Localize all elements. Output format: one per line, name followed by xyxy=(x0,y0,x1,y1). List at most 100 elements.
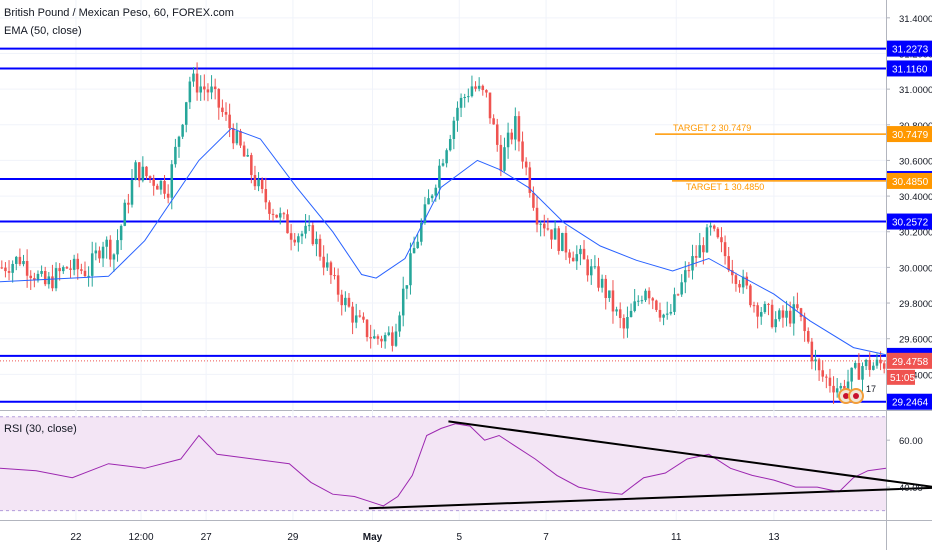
candle[interactable] xyxy=(441,158,445,167)
rsi-trendline[interactable] xyxy=(448,420,932,489)
candle[interactable] xyxy=(278,207,282,225)
candle[interactable] xyxy=(235,122,239,146)
candle[interactable] xyxy=(637,295,640,307)
candle[interactable] xyxy=(22,254,25,267)
candle[interactable] xyxy=(535,195,539,233)
candle[interactable] xyxy=(304,214,307,239)
candle[interactable] xyxy=(604,274,608,310)
candle[interactable] xyxy=(0,260,4,270)
candle[interactable] xyxy=(163,174,166,199)
candle[interactable] xyxy=(127,193,130,214)
candle[interactable] xyxy=(470,75,474,98)
candle[interactable] xyxy=(7,260,11,281)
candle[interactable] xyxy=(828,368,832,393)
candle[interactable] xyxy=(445,148,448,168)
candle[interactable] xyxy=(514,107,517,151)
candle[interactable] xyxy=(199,75,202,101)
candle[interactable] xyxy=(65,265,69,270)
candle[interactable] xyxy=(655,299,658,312)
candle[interactable] xyxy=(503,137,506,172)
candle[interactable] xyxy=(705,224,709,253)
candle[interactable] xyxy=(727,246,730,273)
candle[interactable] xyxy=(662,313,665,326)
candle[interactable] xyxy=(510,128,513,145)
candle[interactable] xyxy=(622,314,626,339)
candle[interactable] xyxy=(134,160,137,181)
candle[interactable] xyxy=(336,268,340,302)
candle[interactable] xyxy=(322,245,325,276)
candle[interactable] xyxy=(260,177,264,194)
candle[interactable] xyxy=(618,302,622,329)
candle[interactable] xyxy=(383,332,387,349)
candle[interactable] xyxy=(286,209,289,234)
candle[interactable] xyxy=(43,266,47,287)
candle[interactable] xyxy=(492,114,495,125)
candle[interactable] xyxy=(459,93,463,118)
candle[interactable] xyxy=(18,248,22,267)
candle[interactable] xyxy=(521,131,524,169)
candle[interactable] xyxy=(539,220,542,237)
candle[interactable] xyxy=(347,293,351,308)
candle[interactable] xyxy=(354,303,358,329)
candle[interactable] xyxy=(206,83,210,102)
candle[interactable] xyxy=(561,232,564,252)
candle[interactable] xyxy=(289,224,293,251)
candle[interactable] xyxy=(401,276,405,327)
candle[interactable] xyxy=(409,242,412,295)
candle[interactable] xyxy=(11,260,14,283)
candle[interactable] xyxy=(593,255,597,270)
candle[interactable] xyxy=(195,62,199,101)
candle[interactable] xyxy=(857,353,861,380)
candle[interactable] xyxy=(647,287,651,305)
candle[interactable] xyxy=(15,255,18,271)
candle[interactable] xyxy=(759,307,763,325)
candle[interactable] xyxy=(329,260,333,284)
candle[interactable] xyxy=(734,272,738,292)
candle[interactable] xyxy=(192,67,195,87)
candle[interactable] xyxy=(875,353,879,369)
candle[interactable] xyxy=(307,215,311,231)
candle[interactable] xyxy=(644,288,647,303)
candle[interactable] xyxy=(712,224,716,232)
candle[interactable] xyxy=(340,289,344,316)
candle[interactable] xyxy=(250,152,253,184)
candle[interactable] xyxy=(564,225,568,261)
candle[interactable] xyxy=(850,367,853,392)
candle[interactable] xyxy=(810,337,814,370)
candle[interactable] xyxy=(112,253,116,272)
candle[interactable] xyxy=(427,189,430,205)
candle[interactable] xyxy=(300,230,304,245)
candle[interactable] xyxy=(98,246,101,263)
candle[interactable] xyxy=(716,227,720,239)
candle[interactable] xyxy=(691,244,694,280)
candle[interactable] xyxy=(542,214,546,237)
rsi-trendline[interactable] xyxy=(368,486,932,510)
candle[interactable] xyxy=(297,233,300,252)
candle[interactable] xyxy=(25,249,29,288)
candle[interactable] xyxy=(590,259,593,285)
candle[interactable] xyxy=(803,312,806,342)
candle[interactable] xyxy=(430,194,434,203)
candle[interactable] xyxy=(756,302,759,329)
candle[interactable] xyxy=(546,217,550,231)
candle[interactable] xyxy=(47,272,51,289)
candle[interactable] xyxy=(130,169,134,208)
candle[interactable] xyxy=(184,101,188,133)
candle[interactable] xyxy=(861,362,864,392)
candle[interactable] xyxy=(58,263,61,281)
candle[interactable] xyxy=(394,323,398,348)
candle[interactable] xyxy=(608,290,611,302)
candle[interactable] xyxy=(318,234,322,261)
candle[interactable] xyxy=(738,280,741,293)
candle[interactable] xyxy=(673,287,676,316)
candle[interactable] xyxy=(467,88,470,103)
candle[interactable] xyxy=(723,235,727,265)
candle[interactable] xyxy=(814,349,817,371)
candle[interactable] xyxy=(420,218,423,246)
candle[interactable] xyxy=(770,299,774,329)
candle[interactable] xyxy=(835,378,839,398)
candle[interactable] xyxy=(369,324,372,349)
candle[interactable] xyxy=(69,259,72,278)
candle[interactable] xyxy=(864,358,868,371)
candle[interactable] xyxy=(448,134,452,152)
